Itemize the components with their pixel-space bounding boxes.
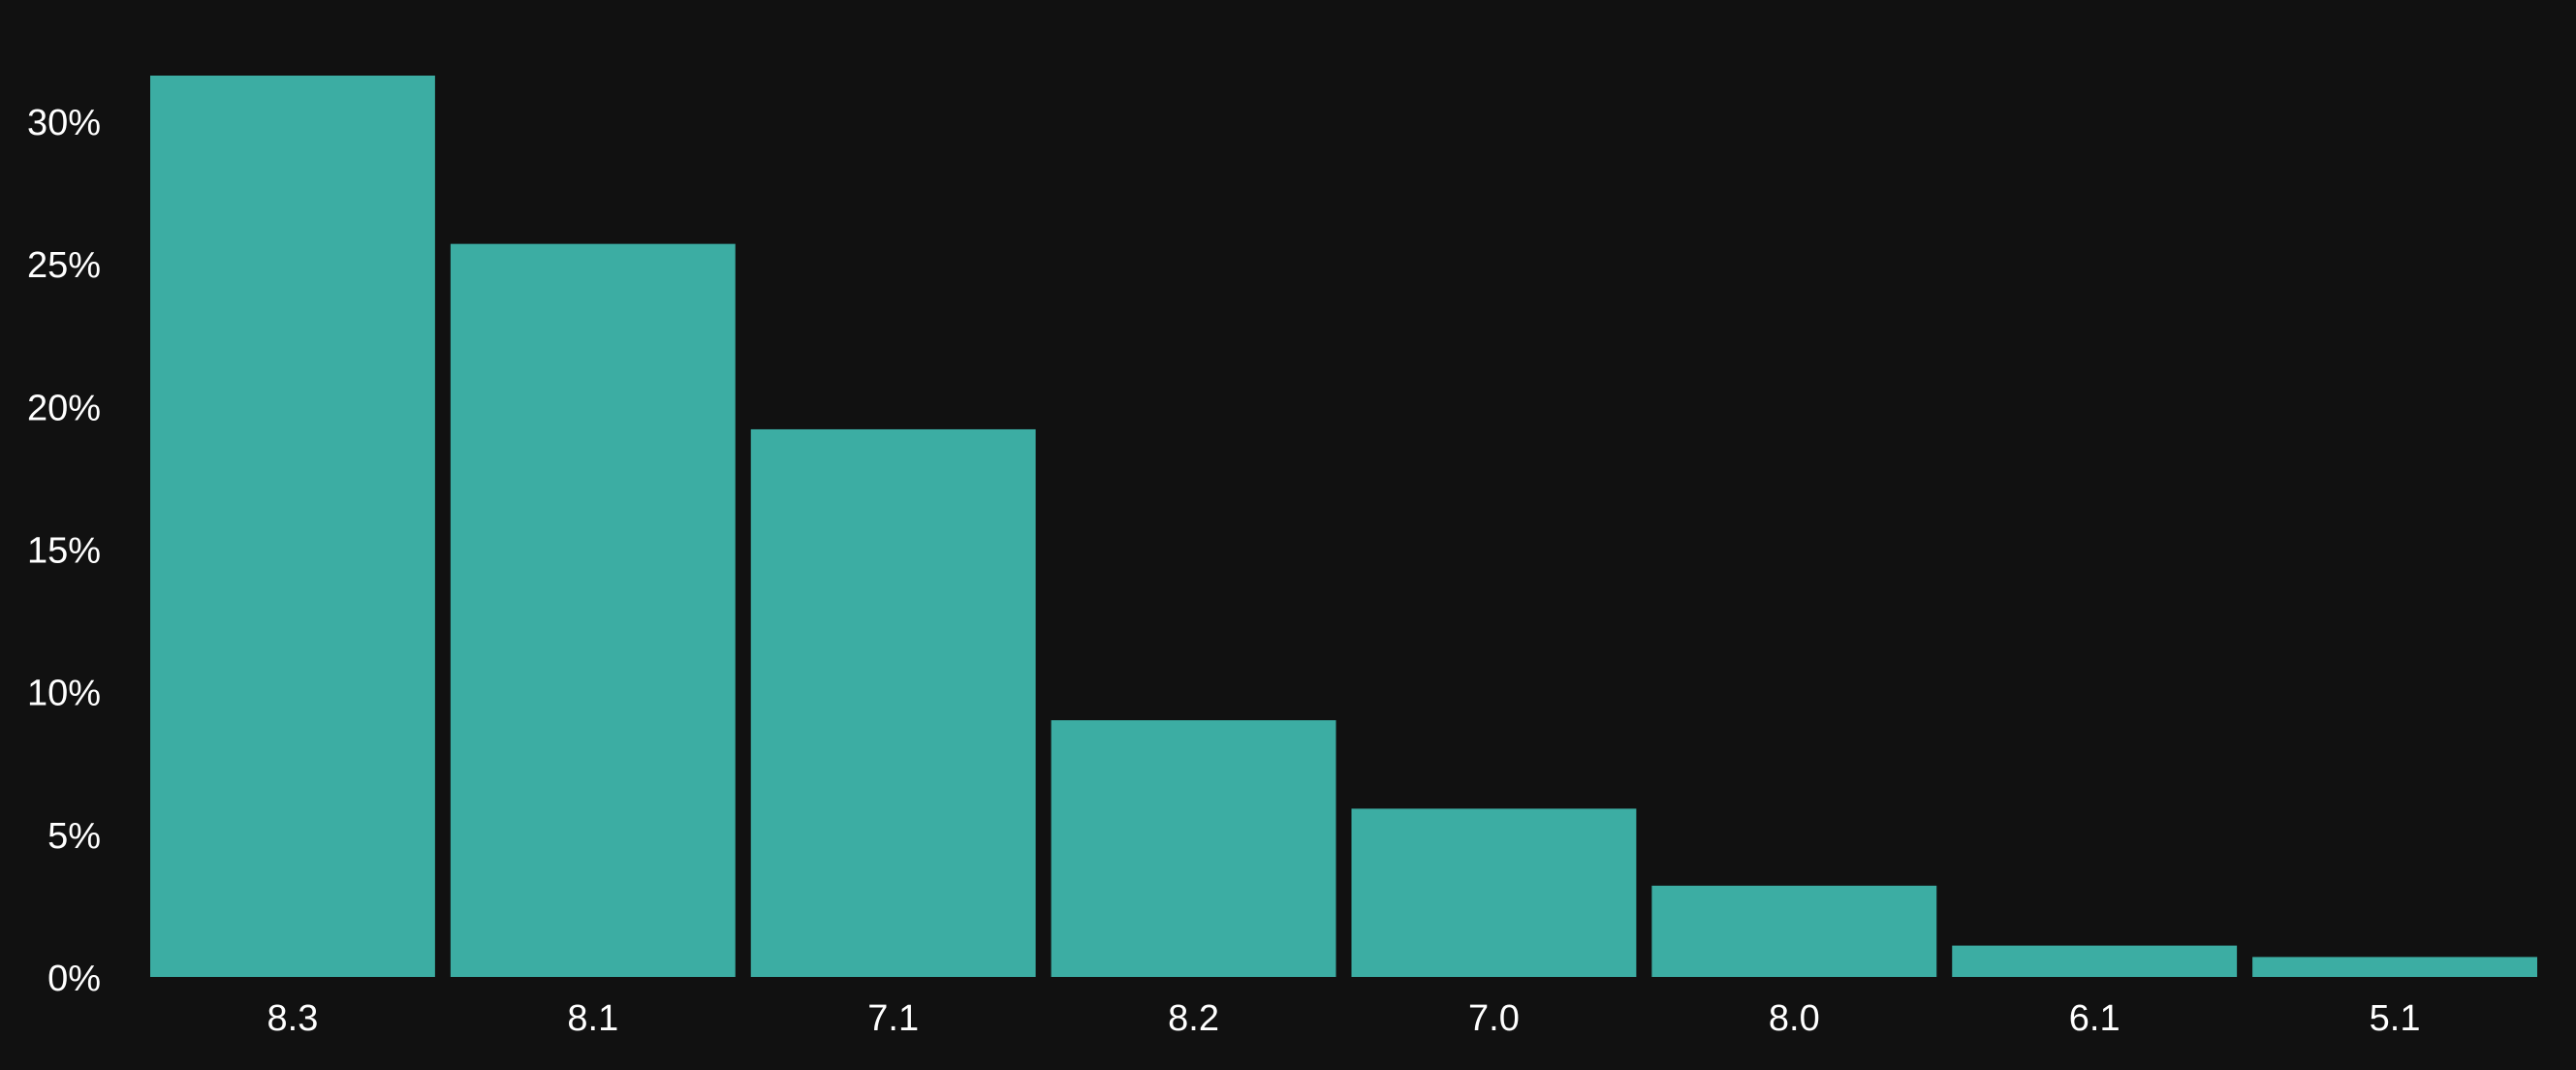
bar-8.0	[1651, 885, 1937, 977]
x-axis-ticks: 8.3 8.1 7.1 8.2 7.0 8.0 6.1 5.1	[267, 998, 2421, 1039]
x-tick-label: 5.1	[2370, 998, 2421, 1039]
x-tick-label: 8.2	[1168, 998, 1219, 1039]
x-tick-label: 8.1	[567, 998, 618, 1039]
bars-group	[150, 76, 2537, 978]
bar-8.2	[1051, 720, 1336, 977]
y-tick-label: 20%	[27, 388, 101, 428]
y-tick-label: 30%	[27, 103, 101, 143]
bar-8.1	[450, 243, 736, 978]
x-tick-label: 6.1	[2069, 998, 2120, 1039]
y-tick-label: 0%	[47, 959, 101, 999]
x-tick-label: 8.0	[1769, 998, 1820, 1039]
y-axis-ticks: 0% 5% 10% 15% 20% 25% 30%	[27, 103, 101, 999]
bar-7.0	[1351, 808, 1637, 977]
y-tick-label: 10%	[27, 674, 101, 714]
x-tick-label: 7.1	[867, 998, 919, 1039]
bar-6.1	[1952, 945, 2238, 977]
y-tick-label: 25%	[27, 245, 101, 286]
bar-5.1	[2252, 957, 2537, 977]
x-tick-label: 7.0	[1468, 998, 1520, 1039]
y-tick-label: 5%	[47, 816, 101, 857]
bar-8.3	[150, 76, 435, 977]
x-tick-label: 8.3	[267, 998, 319, 1039]
bar-7.1	[750, 428, 1036, 977]
y-tick-label: 15%	[27, 531, 101, 572]
